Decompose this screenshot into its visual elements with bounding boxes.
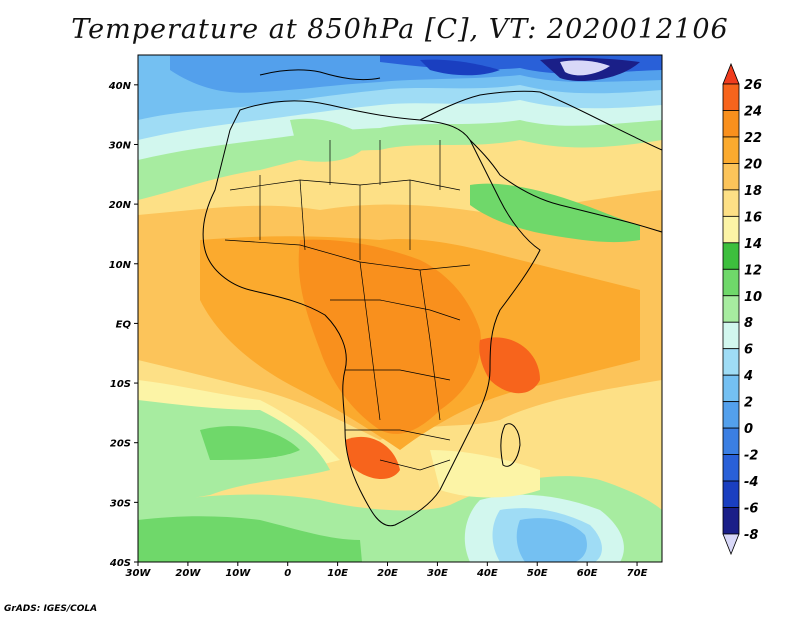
country-borders bbox=[224, 140, 471, 471]
x-tick-label: 20W bbox=[175, 568, 201, 579]
y-tick-label: 20N bbox=[109, 200, 132, 211]
plot-frame bbox=[137, 54, 663, 563]
colorbar-segment bbox=[722, 507, 740, 535]
y-tick-label: 20S bbox=[110, 439, 131, 450]
colorbar-bottom-arrow bbox=[722, 533, 740, 556]
colorbar-label: 12 bbox=[744, 263, 762, 278]
y-tick-label: 40S bbox=[109, 558, 131, 569]
colorbar-segment bbox=[722, 321, 740, 350]
colorbar-label: 24 bbox=[744, 104, 762, 119]
y-tick-label: 30S bbox=[110, 498, 131, 509]
colorbar-label: 14 bbox=[744, 237, 762, 252]
colorbar-label: 6 bbox=[744, 343, 753, 358]
colorbar-segment bbox=[722, 268, 740, 297]
colorbar-segment bbox=[722, 348, 740, 376]
colorbar-segment bbox=[722, 215, 740, 244]
grads-credit: GrADS: IGES/COLA bbox=[4, 604, 98, 614]
colorbar-label: -8 bbox=[744, 528, 758, 543]
x-tick-label: 30W bbox=[126, 568, 152, 579]
colorbar-label: -2 bbox=[744, 449, 758, 464]
x-tick-label: 30E bbox=[427, 568, 448, 579]
x-tick-label: 20E bbox=[377, 568, 398, 579]
colorbar-segment bbox=[722, 163, 740, 191]
x-tick-label: 60E bbox=[577, 568, 598, 579]
colorbar-segment bbox=[722, 83, 740, 111]
y-tick-label: EQ bbox=[116, 319, 132, 330]
y-tick-label: 10S bbox=[110, 379, 131, 390]
colorbar-segment bbox=[722, 454, 740, 482]
coastlines bbox=[202, 69, 662, 527]
colorbar-label: -4 bbox=[744, 475, 758, 490]
x-tick-label: 70E bbox=[627, 568, 648, 579]
x-axis: 30W 20W 10W 0 10E 20E 30E 40E 50E 60E 70E bbox=[126, 562, 648, 579]
colorbar-segment bbox=[722, 401, 740, 429]
colorbar-label: 20 bbox=[744, 157, 762, 172]
colorbar-segment bbox=[722, 427, 740, 455]
x-tick-label: 10E bbox=[327, 568, 348, 579]
colorbar-segment bbox=[722, 374, 740, 403]
colorbar-segment bbox=[722, 242, 740, 270]
colorbar-segment bbox=[722, 480, 740, 508]
colorbar-label: 0 bbox=[744, 422, 753, 437]
x-tick-label: 40E bbox=[476, 568, 498, 579]
colorbar-label: 18 bbox=[744, 184, 762, 199]
map-title: Temperature at 850hPa [C], VT: 202001210… bbox=[71, 14, 729, 45]
x-tick-label: 10W bbox=[225, 568, 251, 579]
y-tick-label: 40N bbox=[108, 81, 132, 92]
x-tick-label: 50E bbox=[527, 568, 548, 579]
colorbar-segment bbox=[722, 110, 740, 138]
colorbar-segment bbox=[722, 189, 740, 217]
colorbar-segment bbox=[722, 136, 740, 164]
colorbar-segment bbox=[722, 295, 740, 323]
colorbar-label: -6 bbox=[744, 502, 758, 517]
y-tick-label: 10N bbox=[109, 260, 132, 271]
colorbar-top-arrow bbox=[722, 62, 740, 85]
colorbar-label: 16 bbox=[744, 210, 762, 225]
colorbar-label: 2 bbox=[744, 396, 753, 411]
colorbar-label: 8 bbox=[744, 316, 753, 331]
y-tick-label: 30N bbox=[109, 140, 132, 151]
x-tick-label: 0 bbox=[284, 568, 291, 579]
colorbar-label: 22 bbox=[744, 131, 762, 146]
colorbar-label: 4 bbox=[743, 369, 753, 384]
temperature-field bbox=[138, 55, 662, 562]
y-axis: 40N 30N 20N 10N EQ 10S 20S 30S 40S bbox=[108, 81, 138, 569]
colorbar-label: 26 bbox=[744, 78, 762, 93]
colorbar-label: 10 bbox=[744, 290, 762, 305]
